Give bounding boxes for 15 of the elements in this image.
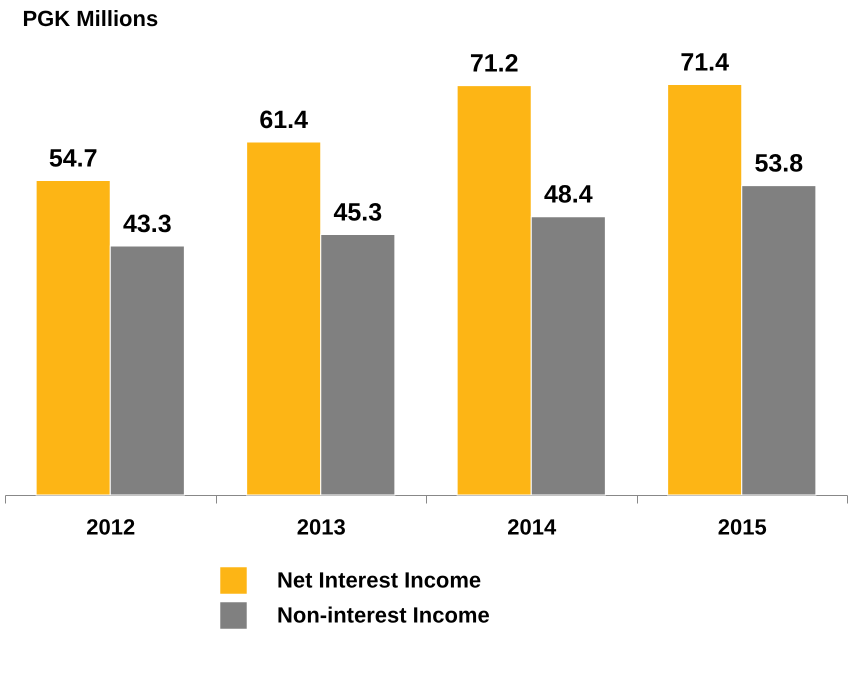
data-label: 61.4 xyxy=(259,106,308,134)
chart-title: PGK Millions xyxy=(22,6,158,31)
legend-label: Net Interest Income xyxy=(277,568,482,592)
data-label: 71.4 xyxy=(680,48,730,76)
data-label: 54.7 xyxy=(48,144,98,172)
legend-label: Non-interest Income xyxy=(277,602,490,628)
x-tick-label: 2013 xyxy=(296,514,346,540)
data-label: 48.4 xyxy=(544,180,593,209)
data-label: 53.8 xyxy=(754,150,804,178)
data-label: 43.3 xyxy=(122,210,172,238)
data-label: 45.3 xyxy=(333,198,382,227)
x-tick-label: 2012 xyxy=(86,514,136,540)
x-tick-label: 2015 xyxy=(718,514,767,540)
data-label: 71.2 xyxy=(470,50,519,78)
x-tick-label: 2014 xyxy=(507,514,557,540)
